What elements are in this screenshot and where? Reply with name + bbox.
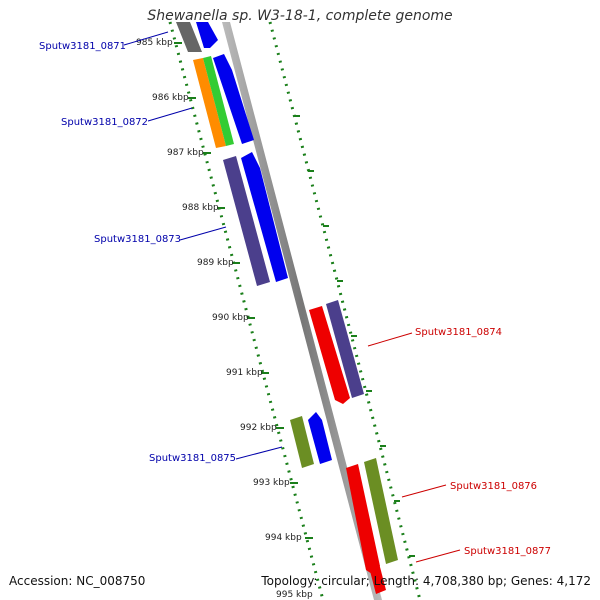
map-title: Shewanella sp. W3-18-1, complete genome	[147, 8, 453, 24]
gene-feature-olive	[290, 416, 314, 468]
gene-feature-blue	[308, 412, 332, 464]
gene-feature-red	[309, 306, 350, 404]
leader-line-0874	[367, 332, 413, 347]
gene-label-0876[interactable]: Sputw3181_0876	[450, 481, 537, 492]
backbone-band	[222, 22, 382, 600]
genes-label: Genes:	[510, 574, 553, 588]
tick-label: 995 kbp	[276, 590, 313, 600]
gene-features	[176, 22, 398, 594]
guide-line-right	[268, 21, 422, 600]
leader-line-0872	[147, 107, 193, 122]
tick-labels: 985 kbp 986 kbp 987 kbp 988 kbp 989 kbp …	[136, 38, 313, 600]
tick-label: 990 kbp	[212, 313, 249, 323]
guide-lines	[168, 21, 422, 600]
genes-value: 4,172	[556, 574, 591, 588]
separator: ;	[365, 574, 374, 588]
gene-feature-gray	[176, 22, 202, 52]
tick-label: 989 kbp	[197, 258, 234, 268]
tick-label: 991 kbp	[226, 368, 263, 378]
gene-label-0875[interactable]: Sputw3181_0875	[149, 453, 236, 464]
gene-feature-olive	[364, 458, 398, 564]
gene-feature-purple	[223, 156, 270, 286]
leader-line-0873	[179, 226, 227, 241]
tick-label: 986 kbp	[152, 93, 189, 103]
leader-line-0871	[123, 31, 169, 46]
gene-label-0872[interactable]: Sputw3181_0872	[61, 117, 148, 128]
tick-label: 985 kbp	[136, 38, 173, 48]
backbone	[222, 22, 382, 600]
leader-lines	[123, 31, 461, 563]
gene-feature-red	[364, 544, 386, 594]
gene-feature-purple	[326, 300, 364, 398]
tick-label: 987 kbp	[167, 148, 204, 158]
leader-line-0877	[415, 549, 461, 563]
gene-labels: Sputw3181_0871 Sputw3181_0872 Sputw3181_…	[39, 41, 551, 557]
topology-label: Topology:	[261, 574, 318, 588]
tick-label: 993 kbp	[253, 478, 290, 488]
leader-line-0876	[401, 484, 447, 498]
genome-stats: Topology: circular; Length: 4,708,380 bp…	[261, 574, 591, 588]
gene-label-0871[interactable]: Sputw3181_0871	[39, 41, 126, 52]
length-label: Length:	[373, 574, 420, 588]
tick-label: 988 kbp	[182, 203, 219, 213]
accession-value: NC_008750	[76, 574, 146, 588]
accession-label: Accession:	[9, 574, 73, 588]
separator: ;	[502, 574, 511, 588]
gene-label-0873[interactable]: Sputw3181_0873	[94, 234, 181, 245]
gene-feature-green	[203, 56, 234, 146]
gene-feature-blue	[241, 152, 288, 282]
gene-feature-orange	[193, 58, 226, 148]
tick-label: 992 kbp	[240, 423, 277, 433]
accession-info: Accession: NC_008750	[9, 574, 145, 588]
topology-value: circular	[321, 574, 366, 588]
gene-feature-blue	[196, 22, 218, 48]
length-value: 4,708,380 bp	[422, 574, 503, 588]
gene-feature-blue	[213, 54, 254, 144]
leader-line-0875	[235, 446, 283, 460]
gene-label-0877[interactable]: Sputw3181_0877	[464, 546, 551, 557]
tick-label: 994 kbp	[265, 533, 302, 543]
gene-label-0874[interactable]: Sputw3181_0874	[415, 327, 502, 338]
